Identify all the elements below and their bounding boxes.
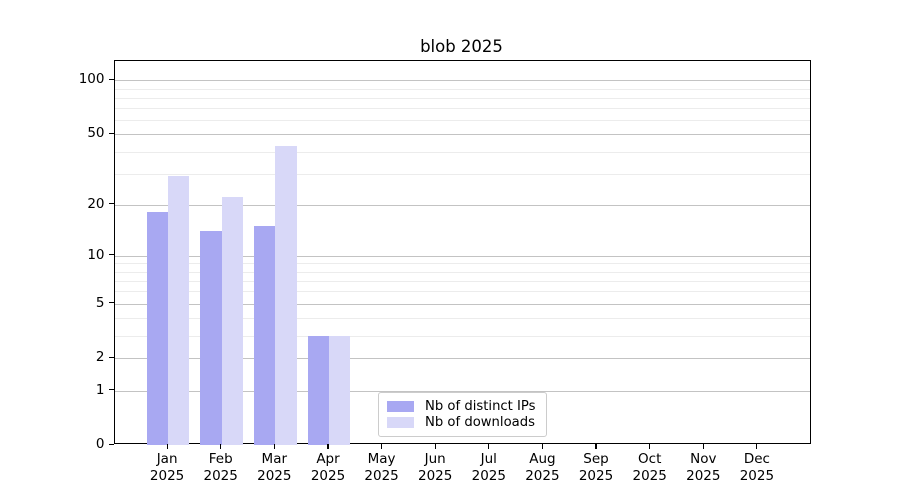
- gridline-y-5: [114, 303, 810, 305]
- gridline-y-90: [114, 88, 810, 90]
- bar-jan-downloads: [168, 176, 190, 446]
- legend-label: Nb of distinct IPs: [425, 398, 536, 414]
- xtick-mark-oct: [649, 444, 651, 450]
- legend-label: Nb of downloads: [425, 415, 535, 431]
- gridline-y-40: [114, 151, 810, 153]
- legend: Nb of distinct IPs Nb of downloads: [378, 392, 547, 437]
- ytick-label-50: 50: [87, 125, 105, 142]
- xtick-mark-jan: [166, 444, 168, 450]
- xtick-label-jun: Jun 2025: [418, 451, 453, 484]
- xtick-mark-dec: [756, 444, 758, 450]
- xtick-mark-jul: [488, 444, 490, 450]
- legend-item-downloads: Nb of downloads: [387, 415, 538, 432]
- xtick-label-jan: Jan 2025: [149, 451, 185, 484]
- xtick-label-dec: Dec 2025: [739, 451, 775, 484]
- xtick-mark-jun: [434, 444, 436, 450]
- xtick-label-apr: Apr 2025: [310, 451, 346, 484]
- xtick-mark-nov: [702, 444, 704, 450]
- xtick-label-aug: Aug 2025: [525, 451, 560, 484]
- xtick-label-oct: Oct 2025: [632, 451, 667, 484]
- gridline-y-10: [114, 255, 810, 257]
- xtick-mark-aug: [541, 444, 543, 450]
- ytick-label-1: 1: [95, 381, 105, 398]
- gridline-y-70: [114, 108, 810, 110]
- gridline-y-6: [114, 291, 810, 293]
- ytick-label-2: 2: [95, 349, 105, 366]
- xtick-mark-may: [381, 444, 383, 450]
- gridline-y-8: [114, 271, 810, 273]
- gridline-y-80: [114, 97, 810, 99]
- xtick-mark-feb: [220, 444, 222, 450]
- xtick-label-mar: Mar 2025: [257, 451, 292, 484]
- gridline-y-50: [114, 134, 810, 136]
- ytick-mark-5: [108, 302, 114, 304]
- xtick-label-nov: Nov 2025: [686, 451, 721, 484]
- gridline-y-7: [114, 280, 810, 282]
- gridline-y-100: [114, 80, 810, 82]
- xtick-label-jul: Jul 2025: [471, 451, 506, 484]
- ytick-mark-2: [108, 356, 114, 358]
- bar-mar-downloads: [275, 146, 297, 446]
- gridline-y-3: [114, 335, 810, 337]
- ytick-label-0: 0: [95, 436, 105, 453]
- ytick-mark-100: [108, 78, 114, 80]
- xtick-mark-sep: [595, 444, 597, 450]
- legend-item-distinct-ips: Nb of distinct IPs: [387, 398, 538, 415]
- ytick-mark-50: [108, 132, 114, 134]
- gridline-y-20: [114, 204, 810, 206]
- bar-feb-distinct-ips: [200, 231, 222, 446]
- ytick-label-10: 10: [87, 246, 105, 263]
- bar-jan-distinct-ips: [146, 212, 169, 446]
- xtick-label-feb: Feb 2025: [203, 451, 238, 484]
- gridline-y-1: [114, 390, 810, 392]
- ytick-mark-1: [108, 388, 114, 391]
- gridline-y-4: [114, 318, 810, 319]
- gridline-y-30: [114, 173, 810, 175]
- chart-title: blob 2025: [420, 37, 503, 56]
- xtick-label-sep: Sep 2025: [578, 451, 614, 484]
- ytick-label-100: 100: [78, 71, 105, 88]
- plot-area: [113, 59, 811, 446]
- ytick-label-5: 5: [95, 294, 105, 311]
- bar-apr-distinct-ips: [307, 335, 329, 446]
- bar-apr-downloads: [329, 335, 351, 446]
- legend-swatch-downloads: [387, 417, 414, 429]
- ytick-mark-20: [108, 202, 114, 205]
- gridline-y-9: [114, 263, 810, 265]
- gridline-y-60: [114, 120, 810, 122]
- ytick-mark-10: [108, 254, 114, 256]
- legend-swatch-distinct-ips: [387, 400, 414, 412]
- xtick-label-may: May 2025: [364, 451, 399, 484]
- bar-mar-distinct-ips: [253, 226, 276, 446]
- ytick-label-20: 20: [87, 195, 105, 212]
- xtick-mark-mar: [273, 444, 275, 450]
- gridline-y-2: [114, 358, 810, 360]
- bar-feb-downloads: [221, 197, 244, 446]
- xtick-mark-apr: [327, 444, 329, 450]
- ytick-mark-0: [108, 443, 114, 445]
